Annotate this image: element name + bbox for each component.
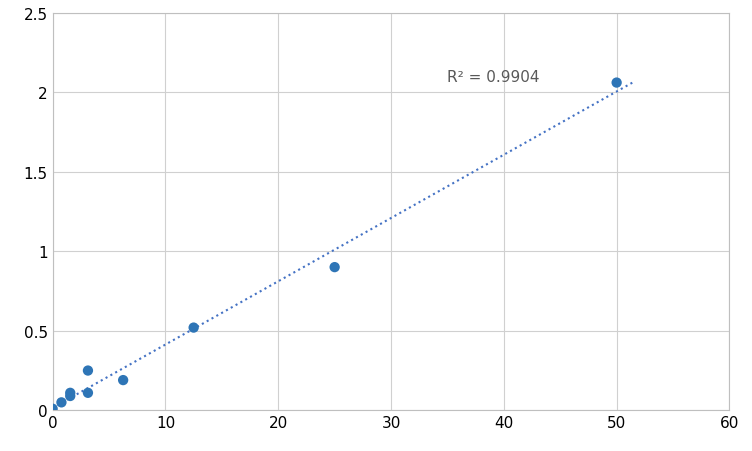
Point bbox=[64, 389, 76, 396]
Text: R² = 0.9904: R² = 0.9904 bbox=[447, 69, 540, 84]
Point bbox=[188, 324, 200, 331]
Point bbox=[56, 399, 68, 406]
Point bbox=[47, 405, 59, 412]
Point bbox=[117, 377, 129, 384]
Point bbox=[82, 389, 94, 396]
Point bbox=[329, 264, 341, 271]
Point bbox=[64, 392, 76, 400]
Point bbox=[611, 80, 623, 87]
Point bbox=[82, 367, 94, 374]
